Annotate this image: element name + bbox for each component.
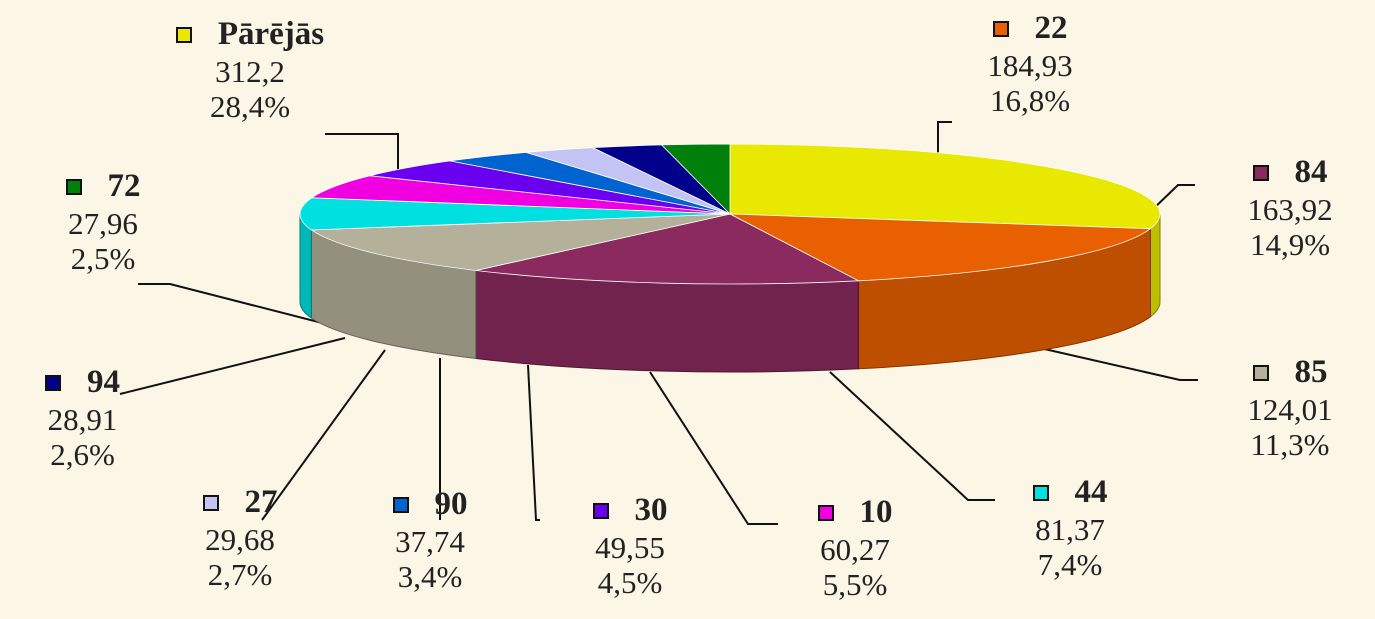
legend-swatch-84 [1252, 164, 1269, 181]
label-22: 22 184,93 16,8% [945, 10, 1115, 118]
slice-name-90: 90 [434, 486, 468, 522]
label-85: 85 124,01 11,3% [1210, 354, 1370, 462]
legend-swatch-22 [992, 20, 1009, 37]
slice-percent-30: 4,5% [597, 564, 663, 600]
label-27: 27 29,68 2,7% [165, 484, 315, 592]
leader-line-84 [1149, 184, 1195, 213]
legend-swatch-30 [592, 502, 609, 519]
slice-name-85: 85 [1294, 354, 1328, 390]
legend-swatch-94 [45, 374, 61, 391]
slice-value-72: 27,96 [68, 205, 138, 241]
slice-percent-90: 3,4% [397, 558, 463, 594]
label-10: 10 60,27 5,5% [780, 494, 930, 602]
leader-line-94 [119, 337, 346, 395]
slice-name-10: 10 [859, 494, 893, 530]
label-72: 72 27,96 2,5% [28, 168, 178, 276]
slice-top-84 [475, 213, 860, 285]
slice-name-84: 84 [1294, 154, 1328, 190]
slice-top-22 [729, 213, 1152, 282]
leader-line-22 [937, 121, 952, 158]
label-90: 90 37,74 3,4% [355, 486, 505, 594]
slice-value-94: 28,91 [47, 401, 118, 437]
slice-value-84: 163,92 [1247, 191, 1333, 227]
legend-swatch-27 [202, 494, 219, 511]
leader-line-44 [829, 371, 995, 501]
slice-percent-44: 7,4% [1037, 546, 1103, 582]
slice-value-27: 29,68 [205, 521, 275, 557]
leader-line-85 [1039, 347, 1198, 381]
slice-top-72 [660, 143, 731, 215]
slice-value-22: 184,93 [987, 47, 1073, 83]
leader-line-10 [649, 371, 778, 525]
slice-top-30 [369, 160, 731, 215]
legend-swatch-90 [392, 496, 409, 513]
slice-name-94: 94 [87, 364, 120, 400]
slice-name-parejas: Pārējās [217, 16, 325, 52]
slice-top-44 [299, 197, 731, 231]
legend-swatch-44 [1032, 484, 1049, 501]
slice-name-44: 44 [1074, 474, 1108, 510]
slice-name-27: 27 [244, 484, 278, 520]
slice-value-85: 124,01 [1247, 391, 1333, 427]
label-94: 94 28,91 2,6% [10, 364, 155, 472]
label-30: 30 49,55 4,5% [555, 492, 705, 600]
slice-percent-22: 16,8% [989, 82, 1071, 118]
slice-percent-parejas: 28,4% [209, 88, 291, 124]
label-44: 44 81,37 7,4% [995, 474, 1145, 582]
slice-name-30: 30 [634, 492, 668, 528]
slice-side-parejas [1149, 213, 1161, 318]
slice-value-10: 60,27 [820, 531, 890, 567]
leader-line-27 [261, 349, 386, 521]
slice-value-44: 81,37 [1035, 511, 1105, 547]
leader-lines [119, 121, 1198, 525]
slice-value-30: 49,55 [595, 529, 665, 565]
slice-percent-94: 2,6% [50, 436, 115, 472]
slice-side-44 [299, 213, 312, 319]
leader-line-30 [527, 364, 540, 521]
slice-name-72: 72 [107, 168, 141, 204]
slice-percent-84: 14,9% [1249, 226, 1331, 262]
slice-top-10 [310, 175, 731, 215]
slice-top-parejas [729, 143, 1161, 230]
slice-top-85 [310, 213, 731, 271]
slice-percent-85: 11,3% [1250, 426, 1330, 462]
legend-swatch-85 [1252, 364, 1269, 381]
slice-side-84 [475, 269, 859, 373]
legend-swatch-72 [65, 178, 82, 195]
slice-value-90: 37,74 [395, 523, 465, 559]
legend-swatch-parejas [175, 26, 192, 43]
leader-line-parejas [325, 133, 399, 170]
pie-tops [299, 143, 1161, 285]
slice-value-parejas: 312,2 [215, 53, 285, 89]
slice-percent-10: 5,5% [822, 566, 888, 602]
label-parejas: Pārējās 312,2 28,4% [155, 16, 345, 124]
slice-percent-72: 2,5% [70, 240, 136, 276]
label-84: 84 163,92 14,9% [1210, 154, 1370, 262]
slice-percent-27: 2,7% [207, 556, 273, 592]
legend-swatch-10 [817, 504, 834, 521]
leader-line-72 [138, 283, 331, 326]
slice-name-22: 22 [1034, 10, 1068, 46]
